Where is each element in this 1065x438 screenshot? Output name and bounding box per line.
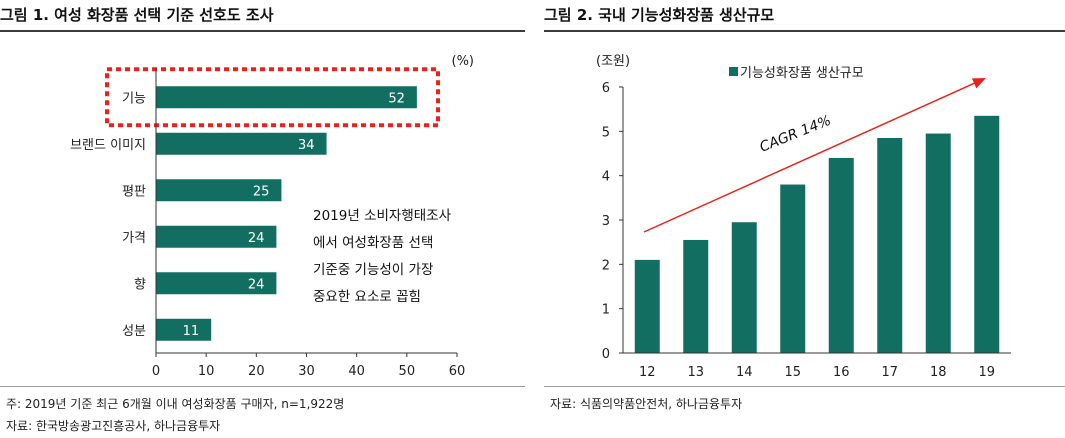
x-tick-label: 17 [881, 365, 898, 380]
annotation-line-1: 2019년 소비자행태조사 [313, 208, 452, 224]
legend-swatch [729, 67, 738, 76]
unit-label: (조원) [596, 54, 630, 69]
unit-label: (%) [452, 54, 475, 69]
bar-value-label-가격: 24 [248, 231, 265, 246]
bar-18 [925, 133, 951, 353]
x-tick-label: 30 [298, 364, 315, 379]
x-tick-label: 10 [198, 364, 215, 379]
y-tick-label: 1 [602, 303, 610, 318]
y-tick-label: 3 [602, 214, 610, 229]
bar-15 [780, 184, 806, 353]
x-tick-label: 20 [248, 364, 265, 379]
x-tick-label: 60 [449, 364, 466, 379]
bar-value-label-브랜드-이미지: 34 [298, 138, 315, 153]
x-tick-label: 16 [833, 365, 850, 380]
right-footer-rule [544, 386, 1065, 387]
category-label-가격: 가격 [122, 231, 146, 246]
bar-기능 [156, 86, 417, 109]
bar-향 [156, 272, 277, 295]
y-tick-label: 2 [602, 258, 610, 273]
bar-17 [877, 137, 903, 353]
bar-브랜드-이미지 [156, 132, 327, 155]
bar-value-label-평판: 25 [253, 184, 270, 199]
bar-16 [828, 157, 854, 353]
trend-arrow-head [971, 78, 986, 89]
trend-arrow-line [643, 80, 979, 233]
right-figure-title: 그림 2. 국내 기능성화장품 생산규모 [544, 6, 775, 24]
y-tick-label: 6 [602, 81, 610, 96]
left-figure-title: 그림 1. 여성 화장품 선택 기준 선호도 조사 [0, 6, 274, 24]
category-label-브랜드-이미지: 브랜드 이미지 [70, 138, 146, 153]
left-figure-panel: 그림 1. 여성 화장품 선택 기준 선호도 조사 52 기능 34 브랜드 이미지 2… [0, 0, 525, 438]
highlight-box [105, 67, 440, 128]
bar-14 [731, 222, 757, 353]
left-footer-rule [0, 386, 525, 387]
x-tick-label: 15 [784, 365, 801, 380]
category-label-향: 향 [134, 277, 146, 292]
cagr-label: CAGR 14% [758, 113, 834, 156]
right-source: 자료: 식품의약품안전처, 하나금융투자 [550, 397, 743, 411]
y-tick-label: 4 [602, 170, 610, 185]
annotation-line-2: 에서 여성화장품 선택 [313, 235, 433, 251]
category-label-성분: 성분 [122, 324, 146, 339]
left-footnote: 주: 2019년 기준 최근 6개월 이내 여성화장품 구매자, n=1,922… [6, 397, 345, 411]
x-tick-label: 0 [152, 364, 160, 379]
bar-13 [683, 239, 709, 353]
category-label-평판: 평판 [122, 184, 146, 199]
bar-value-label-성분: 11 [183, 324, 200, 339]
left-source: 자료: 한국방송광고진흥공사, 하나금융투자 [6, 419, 221, 433]
annotation-line-4: 중요한 요소로 꼽힘 [313, 289, 421, 305]
x-tick-label: 18 [930, 365, 947, 380]
category-label-기능: 기능 [122, 91, 146, 106]
x-tick-label: 13 [687, 365, 704, 380]
bar-성분 [156, 318, 212, 341]
bar-value-label-향: 24 [248, 277, 265, 292]
x-tick-label: 19 [978, 365, 995, 380]
x-tick-label: 12 [639, 365, 656, 380]
y-tick-label: 0 [602, 347, 610, 362]
left-horizontal-bar-chart: 52 기능 34 브랜드 이미지 25 평판 24 가격 24 향 11 성분 0 10 20 30 40 50 6… [70, 54, 475, 379]
bar-value-label-기능: 52 [388, 91, 405, 106]
bar-가격 [156, 225, 277, 248]
right-title-rule [544, 30, 1065, 32]
y-tick-label: 5 [602, 125, 610, 140]
right-figure-panel: 그림 2. 국내 기능성화장품 생산규모 12 13 14 15 16 17 18 19 0 1 2… [544, 0, 1065, 438]
annotation-line-3: 기준중 기능성이 가장 [313, 262, 433, 278]
x-tick-label: 50 [399, 364, 416, 379]
bar-평판 [156, 179, 282, 202]
x-tick-label: 14 [736, 365, 753, 380]
bar-19 [974, 115, 1000, 353]
legend-label: 기능성화장품 생산규모 [740, 66, 864, 81]
x-tick-label: 40 [348, 364, 365, 379]
bar-12 [634, 259, 660, 353]
left-title-rule [0, 30, 525, 32]
